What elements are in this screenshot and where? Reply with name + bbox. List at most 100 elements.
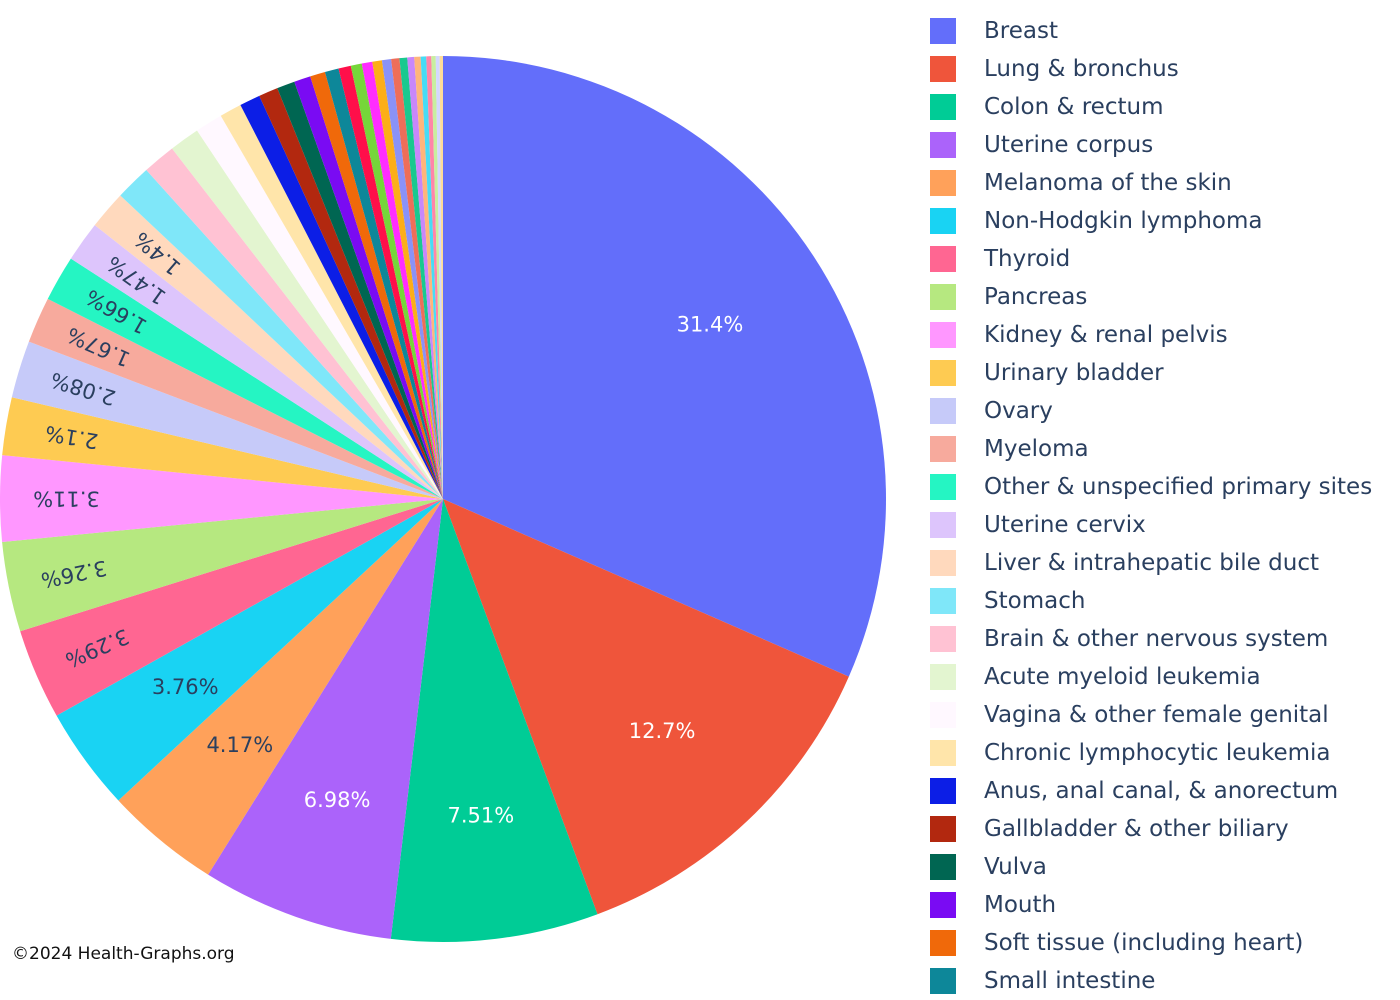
- pie-slice: [172, 130, 444, 499]
- legend-item[interactable]: Stomach: [930, 582, 1398, 620]
- pie-slice: [197, 115, 443, 500]
- legend-item[interactable]: Myeloma: [930, 430, 1398, 468]
- legend-item[interactable]: Lung & bronchus: [930, 50, 1398, 88]
- pie-slice: [350, 63, 443, 500]
- legend-item[interactable]: Breast: [930, 12, 1398, 50]
- legend-swatch: [930, 208, 956, 234]
- pie-slice: [240, 95, 443, 499]
- legend-swatch: [930, 664, 956, 690]
- legend-label: Uterine corpus: [984, 132, 1154, 158]
- legend-label: Anus, anal canal, & anorectum: [984, 778, 1339, 804]
- pie-slice: [381, 59, 443, 499]
- legend-item[interactable]: Liver & intrahepatic bile duct: [930, 544, 1398, 582]
- pie-slice: [0, 455, 443, 543]
- legend-swatch: [930, 854, 956, 880]
- pie-slice: [435, 56, 443, 499]
- legend-swatch: [930, 94, 956, 120]
- legend-label: Myeloma: [984, 436, 1089, 462]
- legend-item[interactable]: Urinary bladder: [930, 354, 1398, 392]
- legend-swatch: [930, 18, 956, 44]
- pie-slice: [391, 58, 443, 499]
- legend-swatch: [930, 816, 956, 842]
- legend-swatch: [930, 322, 956, 348]
- legend-label: Soft tissue (including heart): [984, 930, 1304, 956]
- legend-label: Vulva: [984, 854, 1047, 880]
- legend-item[interactable]: Vulva: [930, 848, 1398, 886]
- slice-label: 3.76%: [152, 675, 219, 699]
- legend-item[interactable]: Uterine corpus: [930, 126, 1398, 164]
- legend-swatch: [930, 626, 956, 652]
- pie-slice: [2, 499, 443, 632]
- legend-item[interactable]: Soft tissue (including heart): [930, 924, 1398, 962]
- legend-item[interactable]: Gallbladder & other biliary: [930, 810, 1398, 848]
- legend-swatch: [930, 588, 956, 614]
- legend-swatch: [930, 246, 956, 272]
- legend-label: Uterine cervix: [984, 512, 1146, 538]
- legend-item[interactable]: Acute myeloid leukemia: [930, 658, 1398, 696]
- legend-swatch: [930, 132, 956, 158]
- legend-swatch: [930, 56, 956, 82]
- legend-item[interactable]: Anus, anal canal, & anorectum: [930, 772, 1398, 810]
- slice-label: 31.4%: [677, 312, 744, 336]
- pie-slice: [277, 81, 443, 499]
- pie-slice: [120, 170, 443, 500]
- legend-item[interactable]: Non-Hodgkin lymphoma: [930, 202, 1398, 240]
- legend-item[interactable]: Thyroid: [930, 240, 1398, 278]
- legend-swatch: [930, 930, 956, 956]
- pie-slice: [324, 68, 443, 499]
- legend-swatch: [930, 360, 956, 386]
- legend-item[interactable]: Pancreas: [930, 278, 1398, 316]
- pie-slice: [146, 148, 443, 500]
- pie-slice: [294, 76, 443, 499]
- legend-swatch: [930, 170, 956, 196]
- legend-item[interactable]: Vagina & other female genital: [930, 696, 1398, 734]
- legend-label: Kidney & renal pelvis: [984, 322, 1228, 348]
- pie-slice: [407, 56, 443, 499]
- pie-slice: [94, 195, 443, 500]
- pie-slice: [28, 298, 444, 499]
- pie-slice: [310, 72, 443, 500]
- legend-swatch: [930, 740, 956, 766]
- pie-slice: [439, 56, 443, 499]
- legend-label: Liver & intrahepatic bile duct: [984, 550, 1319, 576]
- pie-slice: [259, 88, 443, 500]
- legend-item[interactable]: Brain & other nervous system: [930, 620, 1398, 658]
- legend-swatch: [930, 284, 956, 310]
- slice-label: 3.11%: [33, 487, 100, 511]
- slice-label: 4.17%: [206, 733, 273, 757]
- legend-label: Mouth: [984, 892, 1057, 918]
- slice-label: 6.98%: [304, 788, 371, 812]
- legend-label: Non-Hodgkin lymphoma: [984, 208, 1263, 234]
- pie-slice: [390, 499, 598, 943]
- legend-label: Breast: [984, 18, 1058, 44]
- legend-label: Pancreas: [984, 284, 1088, 310]
- legend-item[interactable]: Other & unspecified primary sites: [930, 468, 1398, 506]
- pie-slice: [56, 499, 443, 801]
- legend-label: Stomach: [984, 588, 1086, 614]
- legend-item[interactable]: Ovary: [930, 392, 1398, 430]
- legend-item[interactable]: Colon & rectum: [930, 88, 1398, 126]
- legend-item[interactable]: Mouth: [930, 886, 1398, 924]
- legend-label: Small intestine: [984, 968, 1156, 994]
- chart-legend: Breast Lung & bronchus Colon & rectum Uteri…: [930, 12, 1398, 1000]
- pie-slice: [2, 397, 443, 499]
- pie-slice: [20, 499, 444, 716]
- slice-label: 7.51%: [448, 804, 515, 828]
- legend-item[interactable]: Uterine cervix: [930, 506, 1398, 544]
- pie-slice: [11, 341, 444, 499]
- legend-item[interactable]: Small intestine: [930, 962, 1398, 1000]
- legend-item[interactable]: Chronic lymphocytic leukemia: [930, 734, 1398, 772]
- pie-chart: 31.4%12.7%7.51%6.98%4.17%3.76%3.29%3.26%…: [0, 56, 886, 943]
- pie-slice: [361, 61, 443, 499]
- legend-label: Lung & bronchus: [984, 56, 1179, 82]
- pie-slice: [372, 60, 443, 499]
- legend-item[interactable]: Kidney & renal pelvis: [930, 316, 1398, 354]
- legend-label: Colon & rectum: [984, 94, 1164, 120]
- pie-slice: [443, 56, 886, 677]
- legend-swatch: [930, 512, 956, 538]
- legend-swatch: [930, 892, 956, 918]
- pie-slice: [399, 57, 443, 499]
- legend-swatch: [930, 474, 956, 500]
- pie-slice: [431, 56, 443, 500]
- legend-item[interactable]: Melanoma of the skin: [930, 164, 1398, 202]
